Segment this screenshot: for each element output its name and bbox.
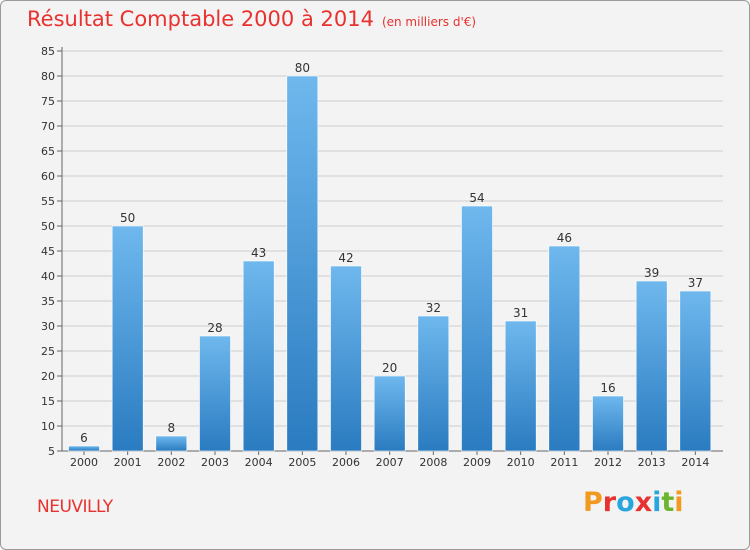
y-tick-label: 5 bbox=[48, 445, 55, 458]
value-label-2001: 50 bbox=[120, 211, 135, 225]
y-tick-label: 65 bbox=[41, 145, 55, 158]
brand-letter: r bbox=[602, 487, 617, 518]
value-label-2014: 37 bbox=[688, 276, 703, 290]
brand-letter: P bbox=[583, 487, 603, 518]
bar-2013 bbox=[635, 280, 668, 452]
x-tick-label-2013: 2013 bbox=[638, 456, 666, 469]
y-tick-label: 50 bbox=[41, 220, 55, 233]
axis-layer: 5 10 15 20 25 30 35 40 45 50 55 60 65 70 75 80 85 2000 200… bbox=[41, 45, 723, 469]
y-tick-label: 10 bbox=[41, 420, 55, 433]
y-tick-label: 75 bbox=[41, 95, 55, 108]
value-label-2013: 39 bbox=[644, 266, 659, 280]
y-tick-label: 25 bbox=[41, 345, 55, 358]
y-tick-label: 15 bbox=[41, 395, 55, 408]
y-tick-label: 40 bbox=[41, 270, 55, 283]
brand-letter: t bbox=[661, 487, 675, 518]
value-label-2010: 31 bbox=[513, 306, 528, 320]
y-tick-label: 30 bbox=[41, 320, 55, 333]
bar-2000 bbox=[68, 445, 100, 452]
bar-2008 bbox=[417, 315, 450, 452]
brand-letter: x bbox=[634, 487, 653, 518]
bar-2001 bbox=[111, 225, 144, 452]
bar-2007 bbox=[373, 375, 406, 452]
chart-title-text: Résultat Comptable 2000 à 2014 bbox=[27, 7, 374, 31]
chart-title: Résultat Comptable 2000 à 2014 (en millie… bbox=[27, 7, 476, 31]
y-tick-label: 20 bbox=[41, 370, 55, 383]
bar-2006 bbox=[330, 265, 362, 452]
bar-2009 bbox=[461, 205, 493, 452]
bar-2002 bbox=[155, 435, 188, 452]
bar-2014 bbox=[679, 290, 712, 452]
value-label-2011: 46 bbox=[557, 231, 572, 245]
y-tick-label: 85 bbox=[41, 45, 55, 58]
value-label-2003: 28 bbox=[207, 321, 222, 335]
bar-2005 bbox=[286, 75, 319, 452]
x-tick-label-2012: 2012 bbox=[594, 456, 622, 469]
value-label-2006: 42 bbox=[338, 251, 353, 265]
x-tick-label-2007: 2007 bbox=[376, 456, 404, 469]
value-label-2005: 80 bbox=[295, 61, 310, 75]
chart-subtitle: (en milliers d'€) bbox=[381, 15, 477, 29]
x-tick-label-2005: 2005 bbox=[288, 456, 316, 469]
x-tick-label-2014: 2014 bbox=[681, 456, 709, 469]
bar-2004 bbox=[242, 260, 275, 452]
y-tick-label: 35 bbox=[41, 295, 55, 308]
value-label-2002: 8 bbox=[168, 421, 176, 435]
value-label-2012: 16 bbox=[600, 381, 615, 395]
y-tick-label: 60 bbox=[41, 170, 55, 183]
bar-2003 bbox=[199, 335, 231, 452]
x-tick-label-2003: 2003 bbox=[201, 456, 229, 469]
x-tick-label-2002: 2002 bbox=[157, 456, 185, 469]
y-tick-label: 55 bbox=[41, 195, 55, 208]
value-label-2007: 20 bbox=[382, 361, 397, 375]
x-tick-label-2004: 2004 bbox=[245, 456, 273, 469]
commune-name: NEUVILLY bbox=[37, 497, 113, 517]
x-tick-label-2001: 2001 bbox=[114, 456, 142, 469]
bar-2012 bbox=[592, 395, 624, 452]
value-label-2000: 6 bbox=[80, 431, 88, 445]
brand-letter: i bbox=[652, 487, 662, 518]
y-tick-label: 80 bbox=[41, 70, 55, 83]
value-label-2004: 43 bbox=[251, 246, 266, 260]
label-layer: 6 50 8 28 43 80 42 20 32 54 31 46 16 39 37 bbox=[80, 61, 703, 445]
value-label-2008: 32 bbox=[426, 301, 441, 315]
x-tick-label-2011: 2011 bbox=[550, 456, 578, 469]
bar-2011 bbox=[548, 245, 581, 452]
value-label-2009: 54 bbox=[469, 191, 484, 205]
brand-letter: o bbox=[616, 487, 635, 518]
y-tick-label: 45 bbox=[41, 245, 55, 258]
y-tick-label: 70 bbox=[41, 120, 55, 133]
brand-letter: i bbox=[674, 487, 684, 518]
bar-layer bbox=[68, 75, 712, 452]
proxiti-logo: Proxiti bbox=[583, 487, 684, 518]
x-tick-label-2009: 2009 bbox=[463, 456, 491, 469]
x-tick-label-2006: 2006 bbox=[332, 456, 360, 469]
x-tick-label-2008: 2008 bbox=[419, 456, 447, 469]
bar-2010 bbox=[504, 320, 537, 452]
x-tick-label-2000: 2000 bbox=[70, 456, 98, 469]
x-tick-label-2010: 2010 bbox=[507, 456, 535, 469]
